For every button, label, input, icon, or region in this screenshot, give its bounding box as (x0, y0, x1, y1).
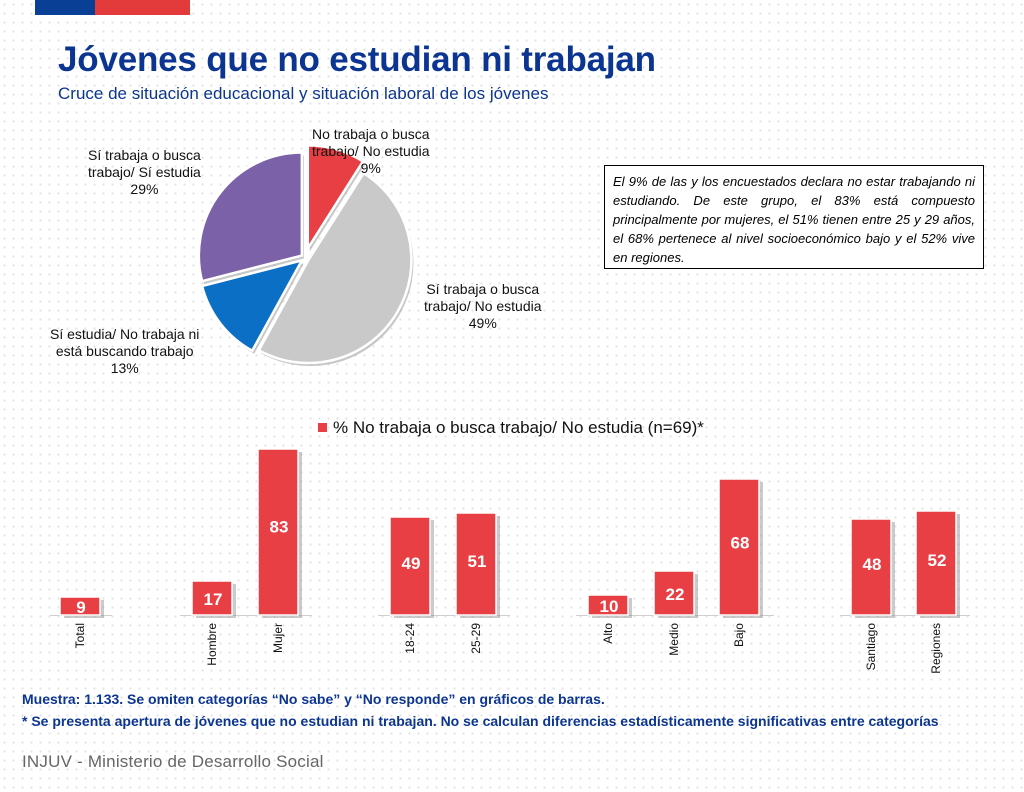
bar-mujer (257, 448, 299, 616)
bar-legend: % No trabaja o busca trabajo/ No estudia… (318, 418, 704, 438)
pie-label-line: trabajo/ No estudia (424, 298, 542, 314)
pie-slice-2 (257, 171, 413, 365)
bar-category-label: Regiones (929, 623, 943, 674)
bar-category-label: Hombre (205, 623, 219, 666)
pie-label-value: 9% (360, 160, 381, 176)
page-title: Jóvenes que no estudian ni trabajan (58, 40, 656, 79)
bar-25-29 (455, 512, 497, 616)
pie-label-value: 49% (468, 315, 497, 331)
legend-swatch (318, 423, 327, 432)
pie-slice-3 (200, 258, 305, 353)
bar-value-label: 83 (270, 517, 289, 536)
bar-bajo (718, 478, 760, 616)
bar-value-label: 51 (468, 552, 487, 571)
bar-value-label: 10 (600, 597, 619, 616)
bar-value-label: 17 (204, 590, 223, 609)
pie-slice-1 (306, 144, 365, 253)
bar-chart: 9 Total 17 Hombre 83 Mujer 49 18-24 51 25-29 10 Alt… (50, 448, 970, 674)
bar-hombre (191, 580, 233, 616)
flag-stripe-blue (35, 0, 95, 15)
pie-label-line: No trabaja o busca (312, 126, 430, 142)
bar-category-label: Santiago (864, 623, 878, 671)
pie-chart (197, 144, 414, 367)
flag-stripe-red (95, 0, 190, 15)
bar-18-24 (389, 516, 431, 616)
bar-value-label: 9 (76, 598, 85, 617)
pie-label-no-trabaja-no-estudia: No trabaja o busca trabajo/ No estudia 9… (312, 126, 430, 177)
pie-label-si-trabaja-no-estudia: Sí trabaja o busca trabajo/ No estudia 4… (424, 281, 542, 332)
bar-value-label: 49 (402, 554, 421, 573)
page-subtitle: Cruce de situación educacional y situaci… (58, 84, 549, 103)
pie-label-line: trabajo/ No estudia (312, 143, 430, 159)
pie-label-value: 13% (110, 360, 139, 376)
pie-label-value: 29% (130, 181, 159, 197)
bar-santiago (850, 518, 892, 616)
bar-category-label: 25-29 (469, 623, 483, 654)
pie-label-line: trabajo/ Sí estudia (88, 164, 201, 180)
bar-total (59, 596, 101, 616)
bar-alto (587, 594, 629, 616)
bar-value-label: 68 (731, 534, 750, 553)
bar-category-label: 18-24 (403, 623, 417, 654)
legend-label: % No trabaja o busca trabajo/ No estudia… (333, 418, 704, 437)
footer-brand: INJUV - Ministerio de Desarrollo Social (22, 752, 324, 771)
pie-label-line: Sí trabaja o busca (88, 147, 201, 163)
pie-label-si-trabaja-si-estudia: Sí trabaja o busca trabajo/ Sí estudia 2… (88, 147, 201, 198)
bar-category-label: Medio (667, 623, 681, 656)
pie-slice-4 (197, 151, 304, 283)
pie-label-line: Sí trabaja o busca (426, 281, 540, 297)
pie-label-line: Sí estudia/ No trabaja ni (50, 326, 200, 342)
bar-regiones (915, 510, 957, 616)
bar-category-label: Alto (601, 623, 615, 644)
bar-category-label: Mujer (271, 623, 285, 653)
bar-value-label: 22 (666, 585, 685, 604)
bar-value-label: 48 (863, 555, 882, 574)
bar-value-label: 52 (928, 551, 947, 570)
footer-sample-note: Muestra: 1.133. Se omiten categorías “No… (22, 691, 605, 707)
bar-medio (653, 570, 695, 616)
bar-category-label: Bajo (732, 623, 746, 647)
footer-disclaimer: * Se presenta apertura de jóvenes que no… (22, 713, 939, 729)
summary-note: El 9% de las y los encuestados declara n… (604, 165, 984, 269)
bar-category-label: Total (73, 623, 87, 648)
pie-label-line: está buscando trabajo (55, 343, 194, 359)
pie-label-si-estudia-no-trabaja: Sí estudia/ No trabaja ni está buscando … (50, 326, 199, 377)
